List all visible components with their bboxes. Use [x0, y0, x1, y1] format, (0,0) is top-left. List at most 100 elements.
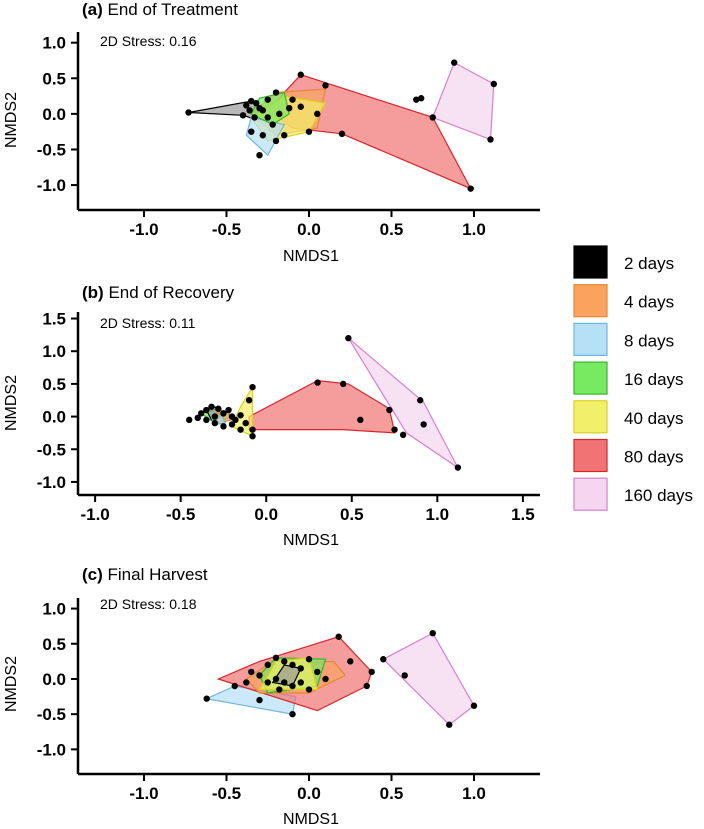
legend-swatch-80-days — [573, 438, 608, 473]
data-point — [215, 405, 222, 412]
panel-end-of-treatment: (a) End of Treatment 2D Stress: 0.16 -1.… — [3, 0, 540, 265]
data-point — [286, 104, 293, 112]
data-point — [429, 114, 436, 121]
data-point — [380, 656, 387, 663]
legend-swatch-16-days — [573, 361, 608, 395]
data-point — [401, 672, 408, 679]
y-tick-label: 0.0 — [42, 408, 66, 427]
data-point — [225, 406, 232, 414]
data-point — [243, 679, 250, 686]
data-point — [281, 132, 288, 139]
data-point — [345, 334, 352, 342]
data-point — [467, 185, 474, 192]
data-point — [256, 696, 263, 704]
legend-swatch-2-days — [573, 245, 608, 279]
data-point — [194, 414, 201, 422]
data-point — [314, 110, 321, 118]
data-point — [256, 151, 263, 159]
x-tick-label: 0.0 — [254, 505, 278, 524]
data-point — [248, 668, 255, 676]
data-point — [231, 682, 238, 690]
data-point — [228, 421, 236, 428]
legend-label: 2 days — [624, 254, 674, 273]
y-tick-label: 0.0 — [42, 105, 66, 124]
data-point — [272, 89, 280, 96]
y-tick-label: 0.0 — [42, 670, 66, 689]
x-tick-label: -0.5 — [212, 220, 241, 239]
x-tick-label: 0.0 — [297, 784, 321, 803]
data-point — [256, 672, 263, 679]
data-point — [340, 380, 347, 388]
y-tick-label: -1.0 — [37, 176, 66, 195]
x-tick-label: 1.0 — [462, 220, 486, 239]
data-point — [239, 112, 247, 119]
data-point — [338, 130, 346, 138]
data-point — [203, 695, 210, 702]
panel-final-harvest: (c) Final Harvest 2D Stress: 0.18 -1.0 -0… — [3, 565, 540, 828]
legend-label: 160 days — [624, 486, 693, 505]
plot-area-a: -1.0 -0.5 0.0 0.5 1.0 1.0 0.5 0.0 -0.5 -1.0 — [37, 32, 540, 239]
data-point — [242, 419, 249, 427]
data-point — [276, 686, 283, 693]
x-axis-label-b: NMDS1 — [283, 532, 339, 549]
data-point — [272, 137, 280, 145]
data-point — [454, 464, 462, 471]
x-tick-label: 0.0 — [297, 220, 321, 239]
data-point — [417, 397, 424, 404]
data-point — [186, 416, 193, 424]
data-point — [289, 710, 296, 718]
legend-swatch-4-days — [573, 284, 608, 318]
data-point — [264, 661, 271, 669]
legend-label: 4 days — [624, 293, 674, 312]
data-point — [203, 406, 210, 414]
data-point — [232, 416, 239, 424]
data-point — [470, 702, 478, 709]
data-point — [272, 654, 280, 662]
data-point — [264, 114, 271, 121]
x-axis-label-c: NMDS1 — [283, 811, 339, 828]
data-point — [198, 410, 205, 417]
data-point — [314, 668, 321, 676]
y-tick-label: 0.5 — [42, 69, 66, 88]
data-point — [297, 679, 304, 686]
data-point — [305, 128, 313, 135]
legend-label: 40 days — [624, 409, 684, 428]
data-point — [185, 109, 192, 116]
data-point — [276, 110, 283, 118]
stress-label-a: 2D Stress: 0.16 — [100, 33, 197, 49]
y-tick-label: 1.5 — [42, 310, 66, 329]
x-tick-label: 1.0 — [426, 505, 450, 524]
x-tick-label: 1.5 — [511, 505, 535, 524]
hull-80-days — [248, 379, 396, 434]
data-point — [413, 96, 420, 103]
data-point — [289, 682, 296, 690]
data-point — [490, 80, 497, 88]
y-tick-label: 1.0 — [42, 342, 66, 361]
data-point — [203, 416, 210, 424]
data-point — [451, 59, 458, 66]
data-point — [289, 661, 296, 669]
legend-label: 16 days — [624, 370, 684, 389]
data-point — [211, 413, 219, 420]
data-point — [248, 128, 255, 135]
y-tick-label: -0.5 — [37, 140, 66, 159]
data-point — [368, 668, 375, 676]
legend-swatch-8-days — [573, 322, 608, 356]
data-point — [314, 379, 321, 386]
data-point — [245, 397, 253, 404]
data-point — [418, 95, 425, 102]
x-tick-label: -0.5 — [212, 784, 241, 803]
x-tick-label: 1.0 — [462, 784, 486, 803]
data-point — [220, 410, 227, 417]
data-point — [429, 630, 436, 637]
data-point — [386, 406, 393, 414]
hull-160-days — [432, 61, 495, 141]
data-point — [363, 682, 370, 690]
y-tick-label: -0.5 — [37, 705, 66, 724]
data-point — [259, 107, 266, 114]
data-point — [249, 426, 256, 433]
data-point — [420, 421, 427, 428]
data-point — [237, 426, 244, 433]
y-tick-label: 1.0 — [42, 600, 66, 619]
